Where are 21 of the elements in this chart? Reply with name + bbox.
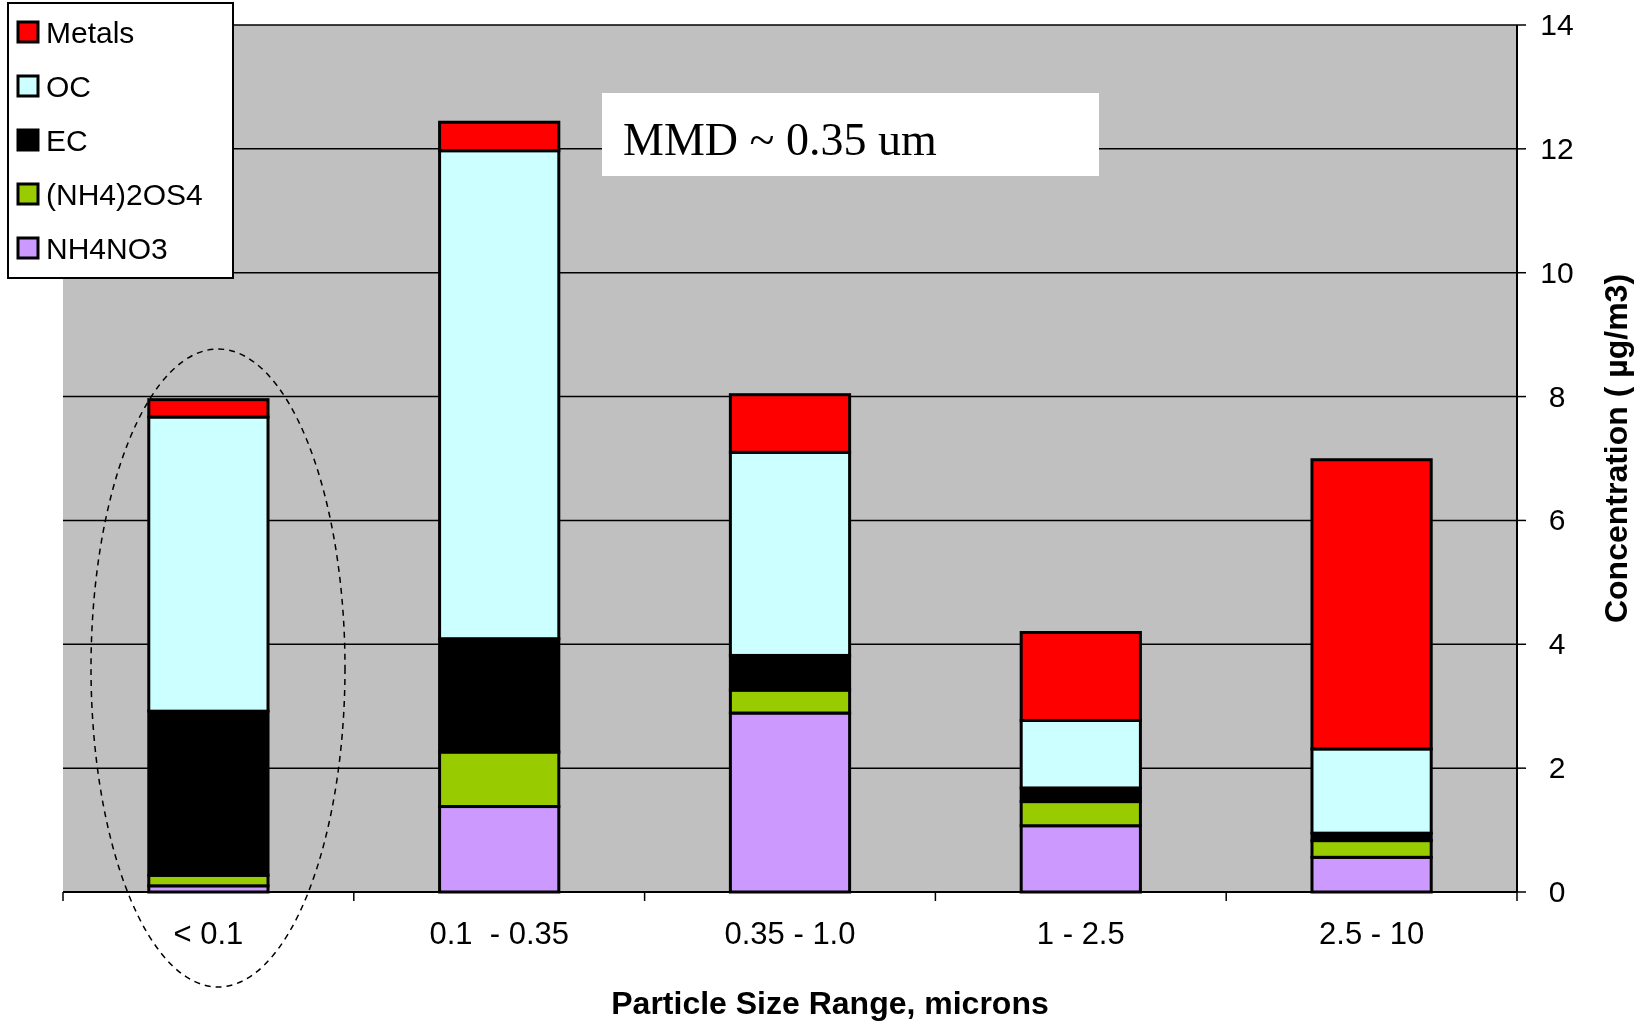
x-tick-label: 0.1 - 0.35 (429, 916, 569, 951)
x-axis-title: Particle Size Range, microns (611, 985, 1049, 1021)
y-tick-label: 10 (1540, 255, 1574, 289)
legend-label: EC (46, 124, 88, 157)
legend-label: NH4NO3 (46, 232, 168, 265)
y-tick-label: 6 (1548, 503, 1566, 537)
x-tick-label: < 0.1 (173, 916, 244, 951)
y-tick-label: 14 (1540, 8, 1574, 41)
legend-label: (NH4)2OS4 (46, 178, 203, 211)
legend-label: Metals (46, 16, 135, 49)
x-tick-label: 1 - 2.5 (1036, 916, 1125, 951)
y-axis-title: Concentration ( µg/m3) (1598, 273, 1634, 624)
annotation: MMD ~ 0.35 um (623, 114, 937, 165)
legend-label: OC (46, 70, 91, 103)
y-tick-label: 2 (1548, 751, 1566, 785)
x-tick-label: 2.5 - 10 (1319, 916, 1425, 951)
x-tick-label: 0.35 - 1.0 (724, 916, 856, 951)
y-tick-label: 4 (1548, 627, 1566, 661)
y-tick-label: 0 (1548, 875, 1566, 908)
y-tick-label: 12 (1540, 131, 1574, 165)
y-tick-label: 8 (1548, 379, 1566, 413)
